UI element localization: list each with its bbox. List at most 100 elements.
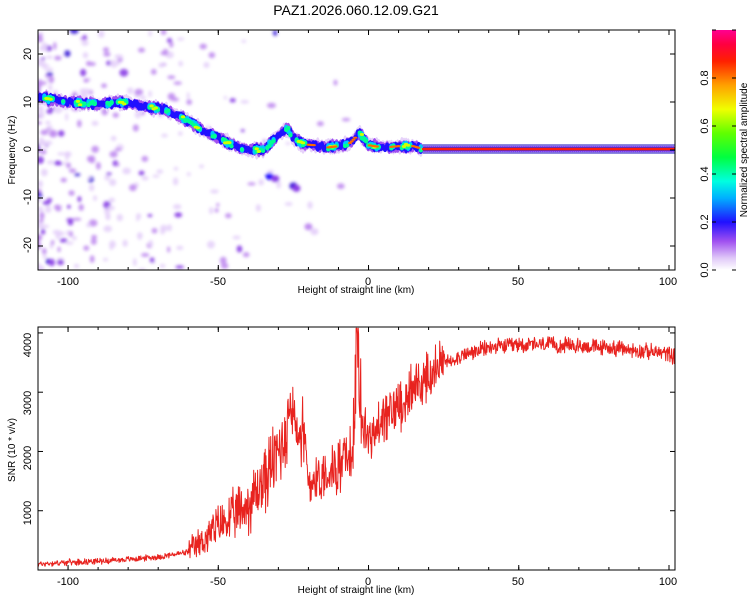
noise-speckle: [51, 129, 55, 138]
snr-ticks: [37, 327, 675, 570]
noise-speckle: [40, 129, 49, 136]
noise-speckle: [82, 34, 87, 40]
colorbar-tick-label: 0.4: [699, 166, 711, 181]
ridge-core-segment: [311, 144, 316, 147]
top-xtick-label: 100: [659, 276, 677, 288]
ridge-segment: [359, 133, 365, 136]
noise-speckle: [38, 196, 42, 204]
noise-speckle: [67, 204, 71, 209]
colorbar-tick-label: 0.2: [699, 214, 711, 229]
noise-speckle: [178, 60, 183, 67]
noise-speckle: [101, 83, 107, 89]
noise-speckle: [108, 197, 115, 203]
noise-speckle: [134, 88, 144, 96]
noise-speckle: [45, 55, 53, 60]
ridge-segment: [286, 125, 291, 131]
ridge-segment: [180, 115, 186, 119]
noise-speckle: [208, 52, 216, 59]
noise-speckle: [156, 169, 164, 174]
noise-speckle: [175, 265, 185, 269]
noise-speckle: [38, 234, 42, 242]
isolated-signal-blob: [310, 228, 319, 236]
noise-speckle: [54, 55, 62, 61]
noise-speckle: [43, 81, 47, 85]
noise-speckle: [88, 219, 98, 227]
noise-speckle: [109, 151, 118, 158]
noise-speckle: [68, 168, 77, 173]
noise-speckle: [255, 204, 261, 212]
noise-speckle: [38, 137, 45, 144]
noise-speckle: [167, 75, 176, 80]
noise-speckle: [102, 47, 110, 52]
noise-speckle: [208, 207, 214, 215]
noise-speckle: [57, 152, 66, 156]
ridge-segment: [254, 147, 259, 151]
noise-speckle: [159, 263, 166, 268]
top-xtick-label: -50: [210, 276, 226, 288]
noise-speckle: [151, 228, 158, 234]
ridge-segment: [82, 101, 87, 106]
noise-speckle: [68, 190, 75, 196]
ridge-segment: [166, 108, 171, 113]
ridge-segment: [271, 138, 276, 144]
noise-speckle: [108, 178, 117, 186]
noise-speckle: [148, 30, 152, 37]
noise-speckle: [240, 100, 250, 104]
isolated-signal-blob: [292, 184, 301, 192]
noise-speckle: [38, 219, 44, 223]
noise-speckle: [38, 265, 45, 270]
noise-speckle: [83, 78, 89, 83]
ridge-segment: [61, 99, 66, 104]
noise-speckle: [198, 164, 205, 169]
colorbar-label: Normalized spectral amplitude: [739, 82, 750, 217]
signal-ridge-core: [306, 136, 675, 151]
noise-speckle: [53, 41, 57, 50]
noise-speckle: [38, 180, 43, 188]
top-xaxis-label: Height of straight line (km): [298, 285, 415, 296]
spectrogram-panel: -100 -50 0 50 100 Height of straight lin…: [7, 29, 677, 296]
ridge-segment: [344, 143, 350, 148]
noise-speckle: [93, 195, 98, 201]
noise-speckle: [89, 255, 95, 263]
noise-speckle: [138, 170, 145, 176]
noise-speckle: [103, 51, 111, 57]
noise-speckle: [40, 63, 50, 68]
noise-speckle: [38, 241, 42, 250]
noise-speckle: [77, 196, 82, 203]
noise-speckle: [60, 177, 67, 183]
bottom-xtick-label: 50: [512, 576, 524, 588]
colorbar-ticks: [712, 29, 736, 271]
noise-speckle: [83, 245, 90, 251]
colorbar-tick-label: 0.6: [699, 118, 711, 133]
ridge-segment: [256, 150, 262, 154]
noise-speckle: [247, 182, 256, 186]
noise-speckle: [232, 235, 241, 240]
noise-speckle: [46, 160, 55, 165]
noise-speckle: [147, 213, 153, 218]
noise-speckle: [241, 39, 247, 43]
ridge-segment: [149, 104, 154, 108]
top-xtick-label: 50: [512, 276, 524, 288]
ridge-segment: [77, 103, 83, 107]
noise-speckle: [53, 204, 61, 210]
noise-speckle: [176, 245, 184, 251]
ridge-segment: [260, 148, 266, 153]
noise-speckle: [206, 240, 215, 249]
ridge-segment: [212, 133, 217, 139]
noise-speckle: [72, 217, 82, 221]
ridge-segment: [48, 97, 53, 101]
noise-speckle: [220, 262, 229, 269]
noise-speckle: [102, 257, 109, 262]
ridge-segment: [288, 132, 293, 138]
noise-speckle: [116, 214, 123, 222]
noise-speckle: [53, 105, 63, 114]
noise-speckle: [46, 76, 50, 81]
noise-speckle: [173, 204, 182, 210]
noise-speckle: [186, 99, 193, 105]
bottom-xaxis-label: Height of straight line (km): [298, 585, 415, 596]
noise-speckle: [64, 50, 71, 57]
ridge-core-segment: [374, 145, 379, 148]
noise-speckle: [81, 40, 89, 46]
chart-title: PAZ1.2026.060.12.09.G21: [273, 2, 439, 18]
noise-speckle: [336, 183, 345, 190]
